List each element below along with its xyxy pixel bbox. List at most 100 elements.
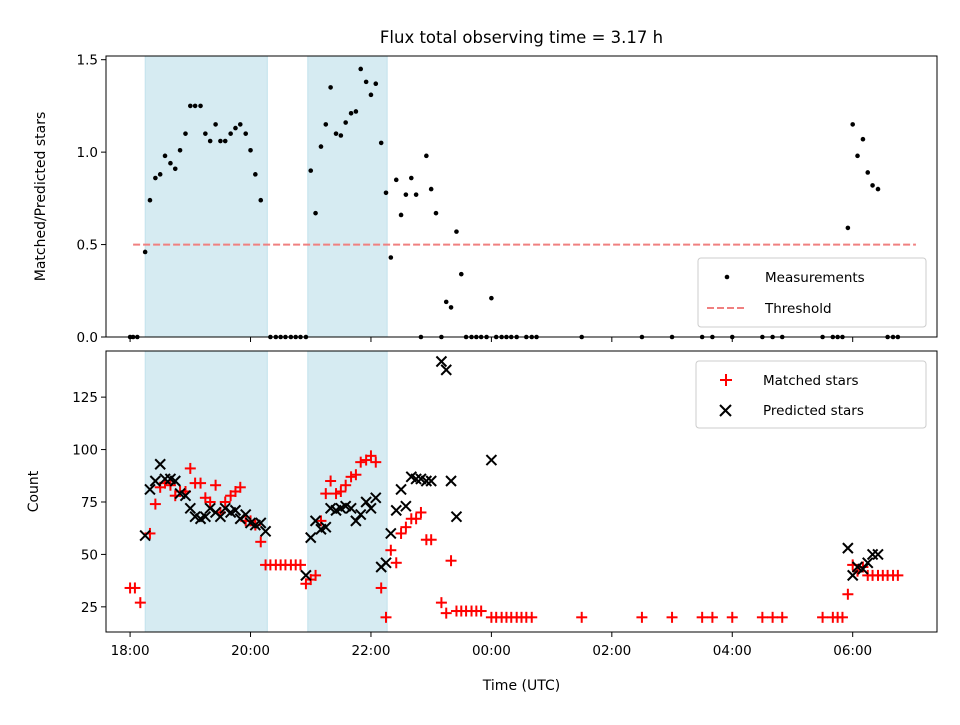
measurement-point <box>218 138 223 144</box>
predicted-marker-b <box>164 473 177 485</box>
measurement-point <box>343 120 348 125</box>
matched-star-point <box>440 607 452 619</box>
matched-star-point <box>475 605 487 617</box>
matched-star-point <box>390 557 402 569</box>
matched-star-point <box>380 611 392 623</box>
predicted-star-point <box>169 475 181 487</box>
measurement-point <box>433 210 439 216</box>
predicted-marker-b <box>862 557 874 569</box>
matched-star-point <box>134 597 146 609</box>
predicted-star-point <box>485 454 498 466</box>
bottom-panel: 25 50 75 100 125 18:00 20:00 22:00 00:00 02:00 04… <box>26 350 938 694</box>
predicted-marker-b <box>410 473 422 485</box>
predicted-marker-b <box>339 500 352 512</box>
legend-label-matched-stars: Matched stars <box>763 373 859 389</box>
predicted-star-point <box>842 542 854 554</box>
predicted-marker-b <box>842 542 854 554</box>
predicted-star-point <box>309 515 322 527</box>
matched-star-point <box>365 450 377 462</box>
predicted-marker-b <box>189 510 201 523</box>
predicted-star-point <box>857 563 869 575</box>
predicted-star-point <box>345 502 357 514</box>
measurement-point <box>373 81 379 87</box>
measurement-point <box>358 66 364 72</box>
top-legend: Measurements Threshold <box>697 257 927 328</box>
shaded-interval <box>307 55 388 338</box>
x-tick-label: 04:00 <box>713 643 752 659</box>
predicted-star-point <box>199 510 212 523</box>
matched-star-point <box>817 611 829 623</box>
bottom-y-ticks: 25 50 75 100 125 <box>72 390 106 616</box>
predicted-marker-b <box>255 517 267 529</box>
measurement-point <box>142 249 148 255</box>
predicted-star-point <box>385 527 397 540</box>
predicted-marker-b <box>872 548 884 561</box>
measurement-point <box>147 197 153 203</box>
matched-star-point <box>696 611 708 623</box>
predicted-marker-b <box>144 483 156 496</box>
predicted-marker-b <box>214 510 227 523</box>
predicted-marker-b <box>199 510 212 523</box>
predicted-star-point <box>445 475 457 487</box>
bottom-x-ticks: 18:00 20:00 22:00 00:00 02:00 04:00 06:00 <box>111 632 872 659</box>
matched-star-point <box>425 534 437 546</box>
predicted-marker-b <box>385 527 397 540</box>
predicted-star-point <box>846 569 859 582</box>
matched-star-point <box>195 477 207 489</box>
matched-star-point <box>184 462 196 474</box>
matched-star-point <box>310 569 322 581</box>
predicted-marker-b <box>244 517 257 529</box>
measurement-point <box>353 109 359 114</box>
measurement-point <box>409 175 414 181</box>
measurement-point <box>363 79 369 85</box>
measurement-point <box>338 133 344 138</box>
matched-star-point <box>129 582 141 594</box>
matched-star-point <box>892 569 904 581</box>
predicted-star-point <box>425 475 437 487</box>
top-y-axis-label: Matched/Predicted stars <box>33 112 49 282</box>
measurement-point <box>413 192 419 197</box>
predicted-star-point <box>380 557 392 569</box>
measurement-point <box>153 175 158 181</box>
predicted-star-point <box>355 508 367 521</box>
predicted-marker-b <box>851 561 864 573</box>
matched-star-point <box>204 496 216 508</box>
top-y-ticks: 0.0 0.5 1.0 1.5 <box>77 53 106 346</box>
predicted-star-point <box>144 483 156 496</box>
measurement-point <box>157 172 163 177</box>
measurement-point <box>318 144 324 149</box>
predicted-marker-b <box>435 355 448 368</box>
shaded-interval <box>144 350 268 633</box>
matched-star-point <box>330 488 342 500</box>
measurement-point <box>458 271 464 277</box>
predicted-star-point <box>300 569 312 582</box>
top-legend-box <box>697 257 927 328</box>
bottom-y-tick-label: 75 <box>81 495 98 511</box>
matched-star-point <box>370 456 382 468</box>
matched-star-point <box>842 588 854 600</box>
predicted-star-point <box>862 557 874 569</box>
measurement-point <box>188 103 193 109</box>
matched-star-point <box>410 513 422 525</box>
measurement-point <box>243 131 249 136</box>
predicted-marker-b <box>380 557 392 569</box>
predicted-marker-b <box>365 502 377 514</box>
predicted-marker-b <box>425 475 437 487</box>
measurement-point <box>192 103 198 109</box>
x-tick-label: 20:00 <box>231 643 270 659</box>
predicted-star-point <box>255 517 267 529</box>
matched-star-point <box>335 486 347 497</box>
matched-star-point <box>400 521 412 533</box>
legend-label-predicted-stars: Predicted stars <box>763 403 864 419</box>
predicted-marker-b <box>857 563 869 575</box>
predicted-star-point <box>350 515 362 527</box>
predicted-star-point <box>154 458 166 470</box>
measurement-point <box>162 153 168 159</box>
predicted-marker-b <box>184 502 197 514</box>
matched-stars-series <box>124 450 904 623</box>
measurement-point <box>845 225 851 231</box>
predicted-star-point <box>450 510 463 523</box>
x-tick-label: 02:00 <box>592 643 631 659</box>
matched-star-point <box>435 597 447 609</box>
measurement-point <box>348 111 354 116</box>
